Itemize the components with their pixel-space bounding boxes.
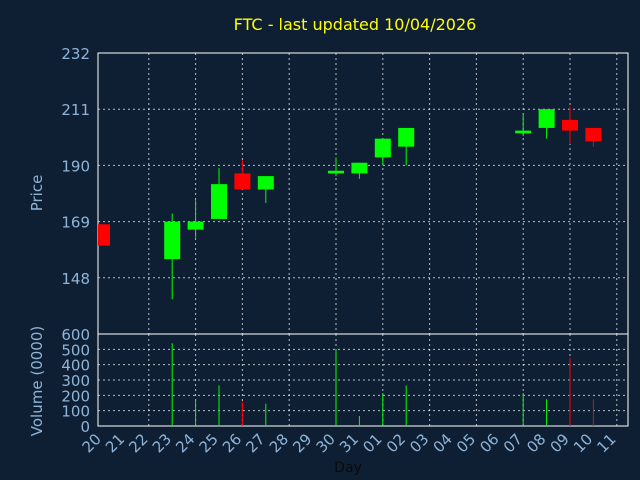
volume-tick-label: 400 xyxy=(61,357,90,375)
price-tick-label: 148 xyxy=(61,270,90,288)
x-tick-label: 01 xyxy=(359,430,385,456)
volume-axis-label: Volume (0000) xyxy=(28,326,46,436)
x-tick-label: 03 xyxy=(406,430,432,456)
price-axis-label: Price xyxy=(28,175,46,212)
volume-tick-label: 100 xyxy=(61,403,90,421)
price-tick-label: 232 xyxy=(61,45,90,63)
x-tick-label: 25 xyxy=(196,430,222,456)
candle-body xyxy=(374,138,391,158)
price-tick-label: 190 xyxy=(61,157,90,175)
x-tick-label: 26 xyxy=(219,430,245,456)
candle-body xyxy=(164,221,181,260)
x-tick-label: 30 xyxy=(313,430,339,456)
x-tick-label: 28 xyxy=(266,430,292,456)
price-panel: 148 169 190 211 232 xyxy=(61,45,629,335)
x-tick-label: 05 xyxy=(453,430,479,456)
candle-body xyxy=(351,162,368,174)
candle-body xyxy=(585,127,602,142)
candle-body xyxy=(257,176,274,190)
x-tick-label: 11 xyxy=(593,430,619,456)
candle-body xyxy=(515,130,532,134)
x-tick-label: 09 xyxy=(547,430,573,456)
x-tick-label: 07 xyxy=(500,430,526,456)
x-tick-label: 24 xyxy=(172,430,198,456)
x-tick-label: 22 xyxy=(125,430,151,456)
candle-body xyxy=(234,173,251,190)
candle-body xyxy=(328,170,344,174)
candle-body xyxy=(562,119,578,131)
x-tick-label: 29 xyxy=(289,430,315,456)
x-tick-label: 08 xyxy=(523,430,549,456)
volume-tick-label: 600 xyxy=(61,326,90,344)
volume-tick-label: 500 xyxy=(61,341,90,359)
x-tick-label: 06 xyxy=(476,430,502,456)
price-tick-label: 211 xyxy=(61,101,90,119)
chart-title: FTC - last updated 10/04/2026 xyxy=(234,15,477,34)
price-frame xyxy=(97,52,629,335)
candle-body xyxy=(98,224,110,246)
x-tick-label: 10 xyxy=(570,430,596,456)
candle-body xyxy=(211,184,227,219)
candle-body xyxy=(398,127,415,147)
price-tick-label: 169 xyxy=(61,214,90,232)
x-tick-label: 23 xyxy=(149,430,175,456)
x-tick-label: 27 xyxy=(242,430,268,456)
x-axis: 2021222324252627282930310102030405060708… xyxy=(79,430,620,456)
volume-frame xyxy=(97,333,629,427)
candle-body xyxy=(187,221,204,230)
candle-body xyxy=(538,109,555,128)
volume-tick-label: 300 xyxy=(61,372,90,390)
x-axis-label: Day xyxy=(334,460,362,476)
x-tick-label: 31 xyxy=(336,430,362,456)
x-tick-label: 04 xyxy=(430,430,456,456)
x-tick-label: 21 xyxy=(102,430,128,456)
volume-tick-label: 200 xyxy=(61,387,90,405)
volume-tick-label: 0 xyxy=(80,418,90,436)
x-tick-label: 02 xyxy=(383,430,409,456)
